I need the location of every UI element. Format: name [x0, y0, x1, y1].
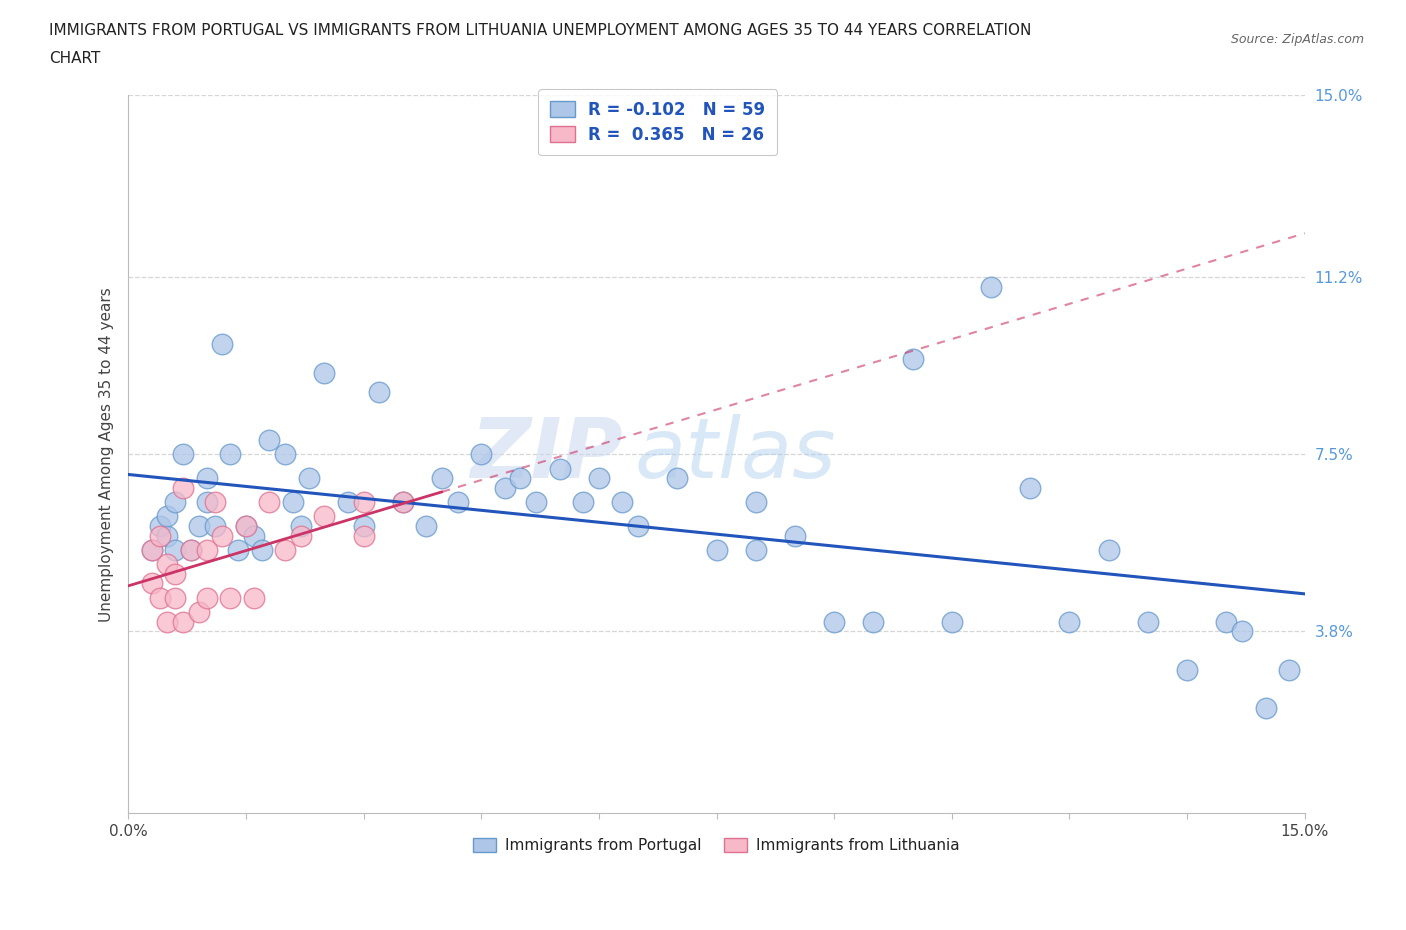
- Point: [447, 495, 470, 510]
- Point: [172, 446, 194, 461]
- Point: [1098, 542, 1121, 557]
- Point: [588, 471, 610, 485]
- Point: [165, 495, 187, 510]
- Point: [1215, 615, 1237, 630]
- Point: [353, 528, 375, 543]
- Point: [901, 352, 924, 366]
- Point: [259, 432, 281, 447]
- Point: [823, 615, 845, 630]
- Point: [1136, 615, 1159, 630]
- Point: [298, 471, 321, 485]
- Point: [509, 471, 531, 485]
- Point: [353, 495, 375, 510]
- Point: [165, 566, 187, 581]
- Y-axis label: Unemployment Among Ages 35 to 44 years: Unemployment Among Ages 35 to 44 years: [100, 286, 114, 621]
- Point: [430, 471, 453, 485]
- Point: [226, 542, 249, 557]
- Point: [141, 542, 163, 557]
- Point: [524, 495, 547, 510]
- Text: CHART: CHART: [49, 51, 101, 66]
- Point: [250, 542, 273, 557]
- Point: [783, 528, 806, 543]
- Point: [391, 495, 413, 510]
- Point: [862, 615, 884, 630]
- Point: [290, 519, 312, 534]
- Point: [745, 542, 768, 557]
- Point: [415, 519, 437, 534]
- Point: [980, 279, 1002, 294]
- Point: [666, 471, 689, 485]
- Point: [290, 528, 312, 543]
- Point: [941, 615, 963, 630]
- Point: [353, 519, 375, 534]
- Text: Source: ZipAtlas.com: Source: ZipAtlas.com: [1230, 33, 1364, 46]
- Point: [141, 576, 163, 591]
- Legend: Immigrants from Portugal, Immigrants from Lithuania: Immigrants from Portugal, Immigrants fro…: [467, 831, 966, 859]
- Text: IMMIGRANTS FROM PORTUGAL VS IMMIGRANTS FROM LITHUANIA UNEMPLOYMENT AMONG AGES 35: IMMIGRANTS FROM PORTUGAL VS IMMIGRANTS F…: [49, 23, 1032, 38]
- Point: [235, 519, 257, 534]
- Point: [274, 542, 297, 557]
- Point: [204, 495, 226, 510]
- Point: [1175, 662, 1198, 677]
- Point: [1019, 480, 1042, 495]
- Point: [494, 480, 516, 495]
- Point: [572, 495, 595, 510]
- Point: [259, 495, 281, 510]
- Point: [274, 446, 297, 461]
- Point: [149, 591, 172, 605]
- Point: [187, 519, 209, 534]
- Point: [627, 519, 650, 534]
- Point: [149, 528, 172, 543]
- Point: [156, 509, 179, 524]
- Point: [141, 542, 163, 557]
- Point: [195, 591, 218, 605]
- Text: atlas: atlas: [634, 414, 835, 495]
- Point: [1254, 700, 1277, 715]
- Point: [1278, 662, 1301, 677]
- Point: [548, 461, 571, 476]
- Point: [165, 542, 187, 557]
- Point: [219, 591, 242, 605]
- Point: [745, 495, 768, 510]
- Point: [706, 542, 728, 557]
- Point: [211, 337, 233, 352]
- Point: [612, 495, 634, 510]
- Text: ZIP: ZIP: [470, 414, 623, 495]
- Point: [368, 385, 391, 400]
- Point: [336, 495, 359, 510]
- Point: [1230, 624, 1253, 639]
- Point: [235, 519, 257, 534]
- Point: [242, 591, 264, 605]
- Point: [211, 528, 233, 543]
- Point: [204, 519, 226, 534]
- Point: [172, 480, 194, 495]
- Point: [195, 471, 218, 485]
- Point: [180, 542, 202, 557]
- Point: [149, 519, 172, 534]
- Point: [165, 591, 187, 605]
- Point: [156, 557, 179, 572]
- Point: [314, 365, 336, 380]
- Point: [156, 528, 179, 543]
- Point: [172, 615, 194, 630]
- Point: [314, 509, 336, 524]
- Point: [242, 528, 264, 543]
- Point: [195, 542, 218, 557]
- Point: [156, 615, 179, 630]
- Point: [1059, 615, 1081, 630]
- Point: [391, 495, 413, 510]
- Point: [470, 446, 492, 461]
- Point: [219, 446, 242, 461]
- Point: [195, 495, 218, 510]
- Point: [281, 495, 304, 510]
- Point: [180, 542, 202, 557]
- Point: [187, 604, 209, 619]
